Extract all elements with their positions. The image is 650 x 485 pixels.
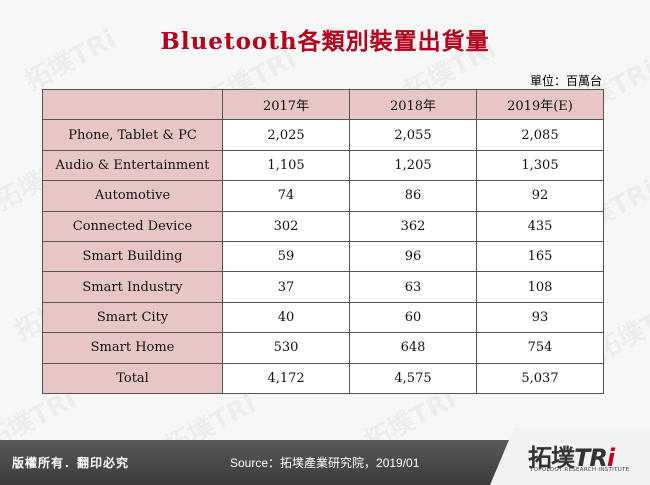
tri-logo: 拓墣TRi [528, 438, 615, 473]
cell-value: 108 [475, 271, 605, 303]
logo-panel [490, 428, 650, 485]
table-row-total: Total 4,172 4,575 5,037 [41, 362, 605, 394]
row-label: Smart Home [41, 332, 224, 364]
row-label: Smart Building [41, 240, 224, 273]
cell-value: 1,305 [475, 149, 605, 182]
cell-value: 86 [349, 180, 477, 212]
table-row: Smart Home 530 648 754 [41, 332, 605, 364]
table-row: Connected Device 302 362 435 [41, 210, 605, 242]
row-label: Smart City [41, 301, 224, 334]
cell-value: 754 [475, 332, 605, 364]
table-row: Automotive 74 86 92 [41, 180, 605, 212]
cell-value: 2,085 [475, 119, 605, 151]
header-cell-2018: 2018年 [349, 88, 477, 121]
header-cell-2017: 2017年 [222, 88, 351, 121]
row-label: Phone, Tablet & PC [41, 119, 224, 151]
logo-text-tr: TR [574, 444, 608, 472]
unit-label: 單位：百萬台 [529, 74, 602, 88]
cell-value: 92 [475, 180, 605, 212]
header-cell-empty [41, 88, 224, 121]
footer-bar: 版權所有．翻印必究 Source：拓墣產業研究院，2019/01 [0, 428, 650, 485]
cell-value: 5,037 [475, 362, 605, 394]
cell-value: 4,172 [222, 362, 351, 394]
cell-value: 530 [222, 332, 351, 364]
cell-value: 59 [222, 240, 351, 273]
shipment-table: 2017年 2018年 2019年(E) Phone, Tablet & PC … [41, 88, 605, 394]
copyright-notice: 版權所有．翻印必究 [12, 456, 130, 470]
logo-subtitle: TOPOLOGY RESEARCH INSTITUTE [530, 467, 630, 473]
row-label: Automotive [41, 180, 224, 212]
cell-value: 1,205 [349, 149, 477, 182]
cell-value: 435 [475, 210, 605, 242]
table-row: Audio & Entertainment 1,105 1,205 1,305 [41, 149, 605, 182]
cell-value: 2,025 [222, 119, 351, 151]
cell-value: 302 [222, 210, 351, 242]
source-note: Source：拓墣產業研究院，2019/01 [230, 456, 420, 470]
table-header-row: 2017年 2018年 2019年(E) [41, 88, 605, 121]
table-row: Smart Industry 37 63 108 [41, 271, 605, 303]
cell-value: 74 [222, 180, 351, 212]
table-row: Smart Building 59 96 165 [41, 240, 605, 273]
cell-value: 40 [222, 301, 351, 334]
cell-value: 362 [349, 210, 477, 242]
row-label: Audio & Entertainment [41, 149, 224, 182]
cell-value: 63 [349, 271, 477, 303]
cell-value: 60 [349, 301, 477, 334]
cell-value: 1,105 [222, 149, 351, 182]
table-row: Phone, Tablet & PC 2,025 2,055 2,085 [41, 119, 605, 151]
cell-value: 165 [475, 240, 605, 273]
cell-value: 93 [475, 301, 605, 334]
cell-value: 96 [349, 240, 477, 273]
table-row: Smart City 40 60 93 [41, 301, 605, 334]
row-label: Connected Device [41, 210, 224, 242]
cell-value: 37 [222, 271, 351, 303]
logo-text-i: i [606, 444, 615, 472]
row-label: Total [41, 362, 224, 394]
logo-text-chinese: 拓墣 [528, 444, 575, 472]
header-cell-2019e: 2019年(E) [475, 88, 605, 121]
cell-value: 4,575 [349, 362, 477, 394]
cell-value: 648 [349, 332, 477, 364]
row-label: Smart Industry [41, 271, 224, 303]
slide-title: Bluetooth各類別裝置出貨量 [160, 28, 490, 55]
cell-value: 2,055 [349, 119, 477, 151]
